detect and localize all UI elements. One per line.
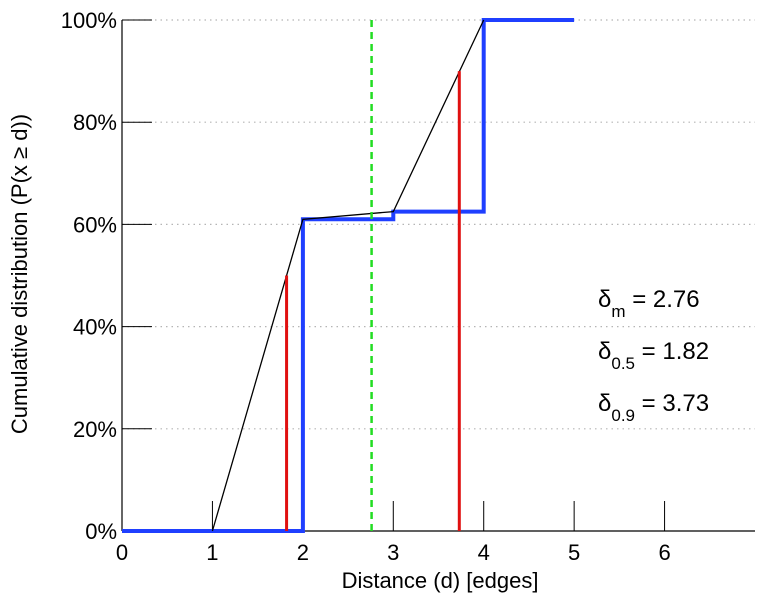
delta-symbol: δ (598, 338, 611, 365)
stat-annotation: δ0.9 = 3.73 (598, 390, 709, 425)
delta-symbol: δ (598, 286, 611, 313)
x-tick-label: 1 (206, 540, 218, 565)
stat-value: = 2.76 (626, 286, 700, 313)
x-tick-label: 5 (568, 540, 580, 565)
stat-annotation: δm = 2.76 (598, 286, 700, 321)
y-tick-label: 40% (73, 315, 117, 340)
y-tick-label: 60% (73, 212, 117, 237)
stat-value: = 3.73 (635, 390, 709, 417)
x-tick-label: 4 (478, 540, 490, 565)
stat-value: = 1.82 (635, 338, 709, 365)
grid-lines (122, 19, 755, 430)
delta-symbol: δ (598, 390, 611, 417)
series-group (122, 18, 575, 533)
stat-annotation: δ0.5 = 1.82 (598, 338, 709, 373)
delta-subscript: 0.5 (611, 354, 635, 373)
y-axis-title: Cumulative distribution (P(x ≥ d)) (7, 114, 32, 434)
tick-labels: 0% 20% 40% 60% 80% 100% 0 1 2 3 4 5 6 (61, 8, 671, 565)
x-axis-title: Distance (d) [edges] (342, 568, 539, 593)
marker-lines (285, 20, 461, 531)
x-tick-label: 0 (116, 540, 128, 565)
x-tick-label: 6 (658, 540, 670, 565)
y-tick-label: 20% (73, 417, 117, 442)
delta-subscript: m (611, 302, 625, 321)
axes (121, 19, 755, 532)
x-tick-label: 2 (297, 540, 309, 565)
y-tick-label: 0% (85, 519, 117, 544)
cdf-step-line (122, 18, 575, 533)
y-tick-label: 80% (73, 110, 117, 135)
y-tick-label: 100% (61, 8, 117, 33)
cdf-interpolated-line (211, 19, 485, 532)
delta-subscript: 0.9 (611, 406, 635, 425)
x-tick-label: 3 (387, 540, 399, 565)
